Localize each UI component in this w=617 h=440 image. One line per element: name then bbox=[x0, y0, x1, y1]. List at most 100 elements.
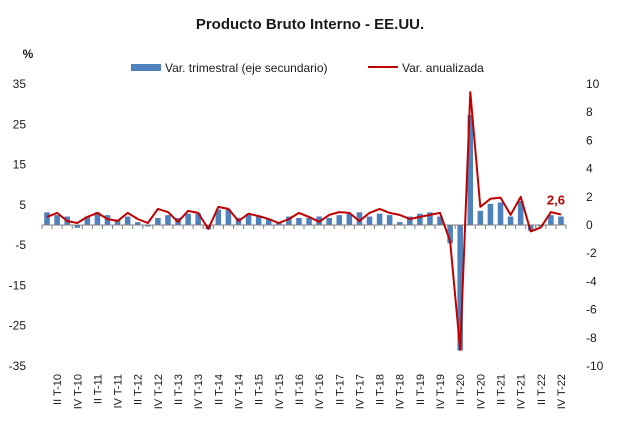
quarterly-bar bbox=[558, 216, 564, 225]
legend-label-quarterly: Var. trimestral (eje secundario) bbox=[165, 61, 328, 75]
quarterly-bar bbox=[467, 115, 474, 225]
legend-label-annualized: Var. anualizada bbox=[402, 61, 484, 75]
quarterly-bar bbox=[165, 215, 171, 225]
x-tick-label: IV T-13 bbox=[193, 374, 205, 409]
quarterly-bar bbox=[417, 213, 423, 225]
quarterly-bar bbox=[104, 215, 111, 225]
quarterly-bar bbox=[437, 216, 443, 225]
quarterly-bar bbox=[507, 216, 514, 225]
x-tick-label: IV T-22 bbox=[556, 374, 568, 409]
quarterly-bar bbox=[114, 219, 121, 225]
x-tick-label: IV T-11 bbox=[113, 374, 125, 408]
x-tick-label: II T-14 bbox=[213, 374, 225, 405]
quarterly-bar bbox=[286, 216, 292, 225]
quarterly-bar bbox=[145, 225, 151, 227]
x-tick-label: IV T-16 bbox=[314, 374, 326, 409]
right-tick-label: -8 bbox=[586, 331, 597, 345]
quarterly-bar bbox=[124, 216, 131, 225]
x-tick-label: II T-22 bbox=[536, 374, 548, 405]
quarterly-bar bbox=[265, 219, 272, 225]
quarterly-bar bbox=[487, 203, 494, 225]
x-tick-label: II T-21 bbox=[496, 374, 508, 405]
x-tick-marks bbox=[41, 225, 567, 229]
left-tick-label: 35 bbox=[13, 77, 27, 91]
x-tick-label: II T-13 bbox=[173, 374, 185, 405]
x-tick-label: IV T-19 bbox=[435, 374, 447, 409]
quarterly-bar bbox=[185, 213, 191, 225]
quarterly-bar bbox=[84, 216, 91, 225]
quarterly-bar bbox=[44, 212, 50, 225]
quarterly-bar bbox=[155, 217, 161, 225]
quarterly-bar bbox=[407, 216, 413, 225]
right-axis: 10 8 6 4 2 0 -2 -4 -6 -8 -10 bbox=[586, 77, 604, 373]
right-tick-label: -2 bbox=[586, 246, 597, 260]
quarterly-bar bbox=[336, 215, 343, 225]
right-tick-label: 10 bbox=[586, 77, 600, 91]
quarterly-bar bbox=[527, 225, 534, 231]
left-tick-label: -5 bbox=[15, 238, 26, 252]
right-tick-label: 4 bbox=[586, 162, 593, 176]
quarterly-bar bbox=[225, 209, 232, 225]
right-tick-label: -6 bbox=[586, 303, 597, 317]
quarterly-bar bbox=[366, 216, 373, 225]
left-tick-label: 25 bbox=[13, 117, 27, 131]
quarterly-bar bbox=[548, 215, 554, 225]
quarterly-bar bbox=[215, 209, 222, 225]
quarterly-bars bbox=[44, 115, 564, 351]
right-tick-label: -10 bbox=[586, 359, 604, 373]
legend: Var. trimestral (eje secundario) Var. an… bbox=[131, 61, 484, 75]
y-unit-label: % bbox=[23, 47, 34, 61]
right-tick-label: 6 bbox=[586, 133, 593, 147]
x-axis-labels: II T-10 IV T-10 II T-11 IV T-11 II T-12 IV T-… bbox=[52, 374, 568, 409]
last-value-annotation: 2,6 bbox=[547, 193, 565, 208]
quarterly-bar bbox=[376, 213, 383, 225]
x-tick-label: II T-12 bbox=[133, 374, 145, 405]
x-tick-label: IV T-20 bbox=[475, 374, 487, 409]
left-tick-label: -15 bbox=[9, 278, 27, 292]
quarterly-bar bbox=[346, 213, 353, 225]
left-tick-label: 15 bbox=[13, 158, 27, 172]
x-tick-label: II T-18 bbox=[375, 374, 387, 405]
quarterly-bar bbox=[134, 222, 141, 225]
x-tick-label: II T-19 bbox=[415, 374, 427, 405]
quarterly-bar bbox=[306, 217, 312, 225]
legend-bar-swatch bbox=[131, 64, 161, 71]
quarterly-bar bbox=[517, 201, 524, 225]
right-tick-label: -4 bbox=[586, 274, 597, 288]
right-tick-label: 2 bbox=[586, 190, 593, 204]
x-tick-label: IV T-17 bbox=[354, 374, 366, 409]
quarterly-bar bbox=[296, 217, 302, 225]
left-tick-label: 5 bbox=[19, 198, 26, 212]
quarterly-bar bbox=[457, 225, 463, 351]
quarterly-bar bbox=[326, 217, 332, 225]
x-tick-label: IV T-18 bbox=[395, 374, 407, 409]
x-tick-label: II T-10 bbox=[52, 374, 64, 405]
left-axis: 35 25 15 5 -5 -15 -25 -35 bbox=[9, 77, 27, 373]
x-tick-label: IV T-21 bbox=[516, 374, 528, 409]
x-tick-label: II T-17 bbox=[334, 374, 346, 405]
x-tick-label: II T-15 bbox=[254, 374, 266, 405]
quarterly-bar bbox=[74, 225, 81, 228]
x-tick-label: II T-20 bbox=[455, 374, 467, 405]
quarterly-bar bbox=[255, 216, 262, 225]
x-tick-label: IV T-10 bbox=[72, 374, 84, 409]
left-tick-label: -25 bbox=[9, 319, 27, 333]
right-tick-label: 8 bbox=[586, 105, 593, 119]
annualized-line bbox=[46, 91, 562, 351]
x-tick-label: IV T-14 bbox=[234, 374, 246, 409]
chart-title: Producto Bruto Interno - EE.UU. bbox=[196, 16, 424, 33]
left-tick-label: -35 bbox=[9, 359, 27, 373]
x-tick-label: II T-11 bbox=[92, 374, 104, 404]
quarterly-bar bbox=[497, 202, 504, 225]
x-tick-label: IV T-12 bbox=[153, 374, 165, 409]
quarterly-bar bbox=[447, 225, 453, 244]
quarterly-bar bbox=[245, 213, 252, 225]
quarterly-bar bbox=[54, 215, 60, 225]
quarterly-bar bbox=[427, 212, 433, 225]
quarterly-bar bbox=[94, 212, 101, 225]
quarterly-bar bbox=[396, 222, 403, 225]
quarterly-bar bbox=[356, 212, 363, 225]
right-tick-label: 0 bbox=[586, 218, 593, 232]
quarterly-bar bbox=[386, 215, 393, 225]
